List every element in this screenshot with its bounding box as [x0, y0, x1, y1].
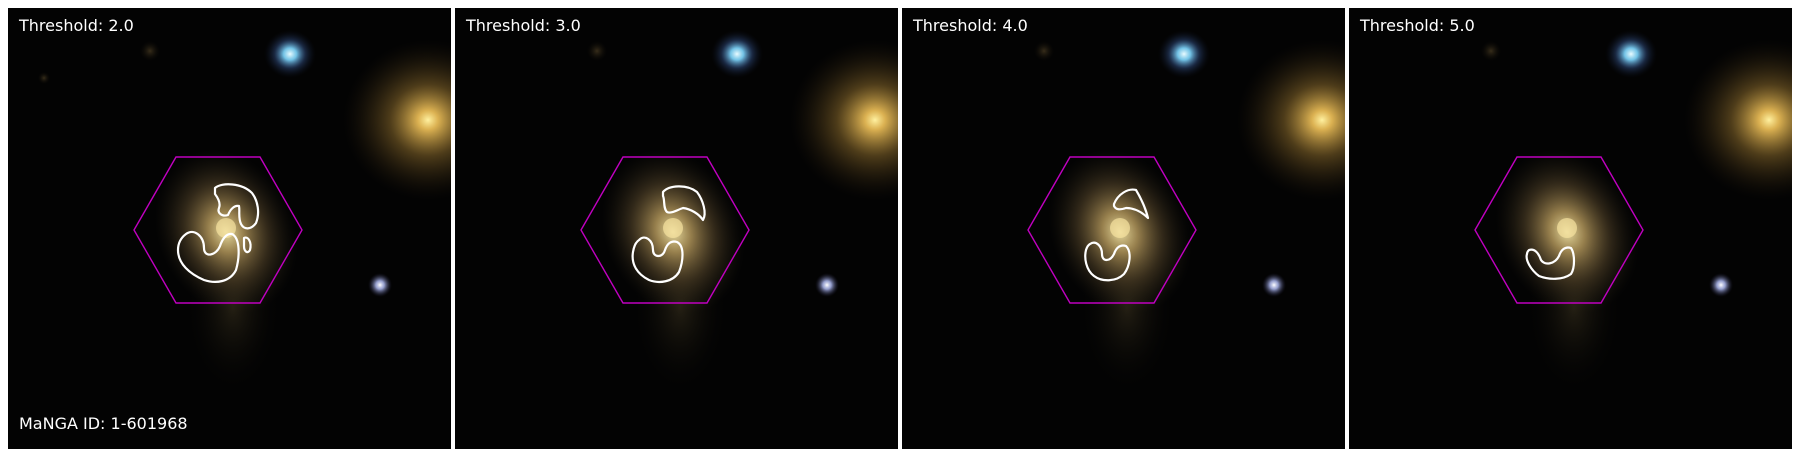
panel-threshold-4: Threshold: 4.0 — [902, 8, 1345, 449]
small-star — [815, 273, 839, 297]
panel-threshold-2: Threshold: 2.0 MaNGA ID: 1-601968 — [8, 8, 451, 449]
small-star — [1262, 273, 1286, 297]
manga-id-label: MaNGA ID: 1-601968 — [19, 414, 188, 433]
ifu-hexagon — [580, 156, 750, 304]
small-star — [368, 273, 392, 297]
bright-star-blue — [264, 30, 316, 78]
threshold-label: Threshold: 4.0 — [913, 16, 1028, 35]
bright-star-yellow — [1237, 40, 1345, 200]
bright-star-blue — [1605, 30, 1657, 78]
threshold-label: Threshold: 5.0 — [1360, 16, 1475, 35]
contour-line — [176, 183, 260, 283]
bright-star-yellow — [343, 40, 451, 200]
threshold-label: Threshold: 2.0 — [19, 16, 134, 35]
contour-line — [631, 185, 706, 283]
threshold-label: Threshold: 3.0 — [466, 16, 581, 35]
small-star — [1709, 273, 1733, 297]
bright-star-yellow — [1684, 40, 1792, 200]
bright-star-blue — [1158, 30, 1210, 78]
contour-line — [1525, 246, 1576, 280]
ifu-hexagon — [1474, 156, 1644, 304]
sky-image — [8, 8, 451, 449]
sky-image — [1349, 8, 1792, 449]
ifu-hexagon — [1027, 156, 1197, 304]
panel-threshold-5: Threshold: 5.0 — [1349, 8, 1792, 449]
sky-image — [455, 8, 898, 449]
bright-star-blue — [711, 30, 763, 78]
sky-image — [902, 8, 1345, 449]
panel-threshold-3: Threshold: 3.0 — [455, 8, 898, 449]
ifu-hexagon — [133, 156, 303, 304]
contour-line — [1084, 188, 1150, 282]
bright-star-yellow — [790, 40, 898, 200]
